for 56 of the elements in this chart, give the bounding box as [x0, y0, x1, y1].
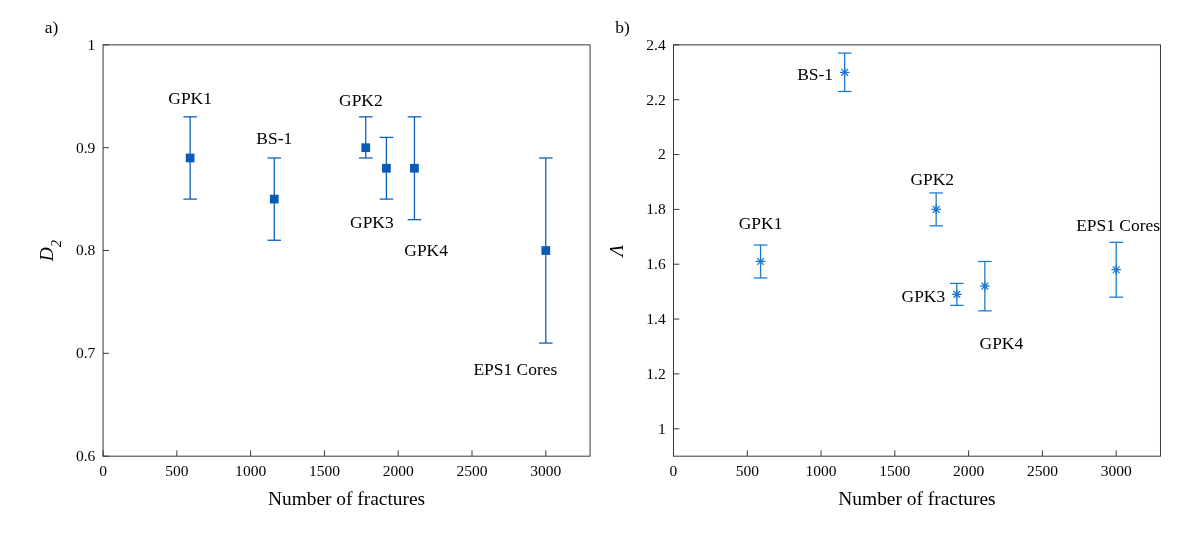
x-tick-label: 2500 — [456, 461, 488, 479]
x-tick-label: 2000 — [953, 461, 985, 479]
annotation: GPK3 — [901, 286, 946, 307]
annotation: EPS1 Cores — [473, 358, 558, 379]
x-tick-label: 1000 — [235, 461, 267, 479]
y-tick-label: 1 — [657, 419, 666, 437]
x-tick-label: 500 — [735, 461, 760, 479]
annotation: GPK3 — [350, 212, 394, 233]
y-axis-title: Λ — [606, 244, 628, 259]
y-tick-label: 2.4 — [646, 35, 666, 53]
annotation: GPK2 — [339, 89, 383, 110]
annotation: GPK4 — [979, 333, 1024, 354]
annotation: GPK4 — [404, 240, 449, 261]
annotation: BS-1 — [797, 64, 834, 85]
point — [839, 66, 851, 78]
point — [541, 246, 551, 255]
point — [269, 194, 279, 204]
x-tick-label: 2000 — [382, 461, 414, 479]
point — [1110, 264, 1122, 276]
y-tick-label: 0.9 — [75, 138, 96, 156]
annotation: BS-1 — [256, 127, 293, 148]
chart-title: a) — [44, 17, 59, 38]
x-tick-label: 0 — [99, 461, 108, 479]
annotation: GPK1 — [168, 87, 212, 108]
x-axis-title: Number of fractures — [267, 487, 426, 509]
y-tick-label: 0.6 — [75, 447, 96, 465]
y-tick-label: 2.2 — [646, 90, 666, 108]
point — [410, 163, 419, 173]
annotation: GPK1 — [738, 213, 783, 234]
point — [930, 203, 942, 215]
x-tick-label: 3000 — [1100, 461, 1132, 479]
x-tick-label: 1500 — [308, 461, 341, 479]
x-tick-label: 1500 — [879, 461, 911, 479]
chart-title: b) — [615, 17, 631, 38]
x-tick-label: 0 — [669, 461, 678, 479]
x-tick-label: 3000 — [530, 461, 562, 479]
point — [979, 280, 991, 292]
y-tick-label: 1.4 — [646, 309, 666, 327]
x-axis-title: Number of fractures — [838, 487, 996, 509]
annotation: EPS1 Cores — [1076, 214, 1161, 235]
point — [755, 256, 767, 267]
y-tick-label: 1 — [87, 35, 96, 53]
point — [185, 153, 195, 163]
y-tick-label: 2 — [657, 145, 666, 163]
y-tick-label: 1.2 — [646, 364, 666, 382]
point — [382, 163, 391, 173]
x-tick-label: 1000 — [805, 461, 837, 479]
y-tick-label: 0.7 — [75, 344, 96, 362]
y-tick-label: 1.8 — [646, 200, 666, 218]
point — [361, 143, 371, 153]
annotation: GPK2 — [910, 169, 955, 190]
x-tick-label: 500 — [165, 461, 189, 479]
x-tick-label: 2500 — [1026, 461, 1059, 479]
point — [951, 288, 963, 300]
y-tick-label: 0.8 — [75, 241, 96, 259]
y-tick-label: 1.6 — [646, 255, 666, 273]
